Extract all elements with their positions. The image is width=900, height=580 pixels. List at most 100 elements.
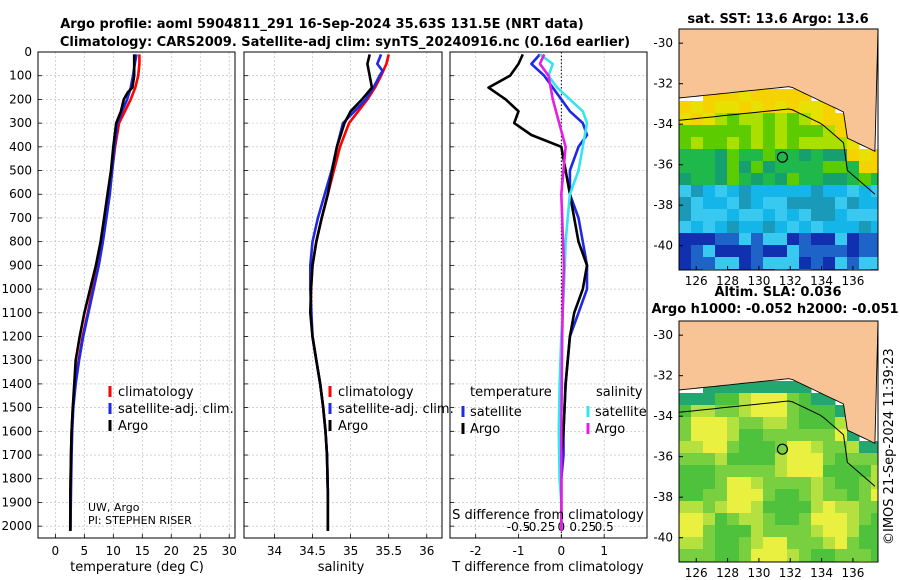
map-cell	[679, 245, 692, 258]
map-cell	[691, 209, 704, 222]
map-cell	[703, 125, 716, 138]
map-cell	[763, 257, 776, 270]
map-cell	[799, 233, 812, 246]
map-cell	[775, 393, 788, 406]
map-cell	[739, 465, 752, 478]
map-cell	[799, 221, 812, 234]
map-cell	[727, 221, 740, 234]
x-tick-label: 30	[222, 544, 237, 558]
map-cell	[859, 501, 872, 514]
legend-label: Argo	[118, 419, 148, 434]
map-cell	[775, 233, 788, 246]
map-cell	[691, 101, 704, 114]
map-cell	[679, 393, 692, 406]
map-cell	[727, 417, 740, 430]
map-cell	[715, 453, 728, 466]
map-cell	[727, 429, 740, 442]
map-cell	[871, 257, 878, 270]
map-cell	[823, 405, 836, 418]
map-cell	[775, 173, 788, 186]
map-cell	[775, 537, 788, 550]
map-cell	[799, 465, 812, 478]
map-cell	[763, 221, 776, 234]
timestamp: ©IMOS 21-Sep-2024 11:39:23	[882, 348, 897, 545]
map-cell	[679, 257, 692, 270]
map-cell	[751, 465, 764, 478]
map-cell	[847, 149, 860, 162]
map-cell	[859, 209, 872, 222]
map-cell	[847, 501, 860, 514]
map-cell	[823, 197, 836, 210]
map-cell	[679, 465, 692, 478]
series-line-argo	[69, 54, 136, 531]
map-cell	[739, 245, 752, 258]
map-cell	[811, 209, 824, 222]
map-cell	[763, 233, 776, 246]
map-cell	[751, 101, 764, 114]
map-cell	[727, 441, 740, 454]
map-cell	[787, 125, 800, 138]
map-cell	[823, 173, 836, 186]
map-cell	[823, 429, 836, 442]
map-cell	[823, 161, 836, 174]
map-cell	[859, 257, 872, 270]
map-cell	[859, 173, 872, 186]
map-cell	[775, 221, 788, 234]
attribution-line2: PI: STEPHEN RISER	[88, 514, 192, 527]
map-cell	[739, 537, 752, 550]
map-cell	[775, 441, 788, 454]
map-cell	[775, 477, 788, 490]
map-cell	[823, 149, 836, 162]
figure-title-line1: Argo profile: aoml 5904811_291 16-Sep-20…	[60, 17, 584, 32]
map-cell	[691, 489, 704, 502]
series-line-satellite-adj-clim-	[69, 54, 138, 531]
map-cell	[715, 209, 728, 222]
map-cell	[691, 185, 704, 198]
map-cell	[787, 197, 800, 210]
map-cell	[739, 185, 752, 198]
map-cell	[859, 477, 872, 490]
lon-tick-label: 132	[779, 274, 802, 288]
map-cell	[823, 549, 836, 562]
map-cell	[763, 405, 776, 418]
map-cell	[799, 185, 812, 198]
map-cell	[715, 417, 728, 430]
map-cell	[871, 477, 878, 490]
map-cell	[835, 465, 848, 478]
map-cell	[823, 221, 836, 234]
map-cell	[703, 209, 716, 222]
map-cell	[751, 405, 764, 418]
map-cell	[727, 257, 740, 270]
map-cell	[727, 513, 740, 526]
map-cell	[703, 465, 716, 478]
map-cell	[835, 429, 848, 442]
map-cell	[871, 561, 878, 562]
map-cell	[751, 185, 764, 198]
map-cell	[727, 405, 740, 418]
lon-tick-label: 128	[716, 566, 739, 580]
map-cell	[847, 513, 860, 526]
map-cell	[823, 537, 836, 550]
map-cell	[679, 429, 692, 442]
map-cell	[739, 381, 752, 394]
map-cell	[871, 501, 878, 514]
map-cell	[703, 113, 716, 126]
map-cell	[811, 525, 824, 538]
map-cell	[811, 549, 824, 562]
map-cell	[811, 185, 824, 198]
depth-tick-label: 900	[9, 258, 32, 272]
map-cell	[763, 453, 776, 466]
map-cell	[751, 173, 764, 186]
map-cell	[679, 173, 692, 186]
map-cell	[763, 125, 776, 138]
map-cell	[739, 477, 752, 490]
map-cell	[847, 221, 860, 234]
map-cell	[739, 149, 752, 162]
map-cell	[775, 125, 788, 138]
map-cell	[811, 477, 824, 490]
map-cell	[691, 465, 704, 478]
map-cell	[703, 161, 716, 174]
map-cell	[691, 245, 704, 258]
map-cell	[739, 489, 752, 502]
map-cell	[811, 453, 824, 466]
